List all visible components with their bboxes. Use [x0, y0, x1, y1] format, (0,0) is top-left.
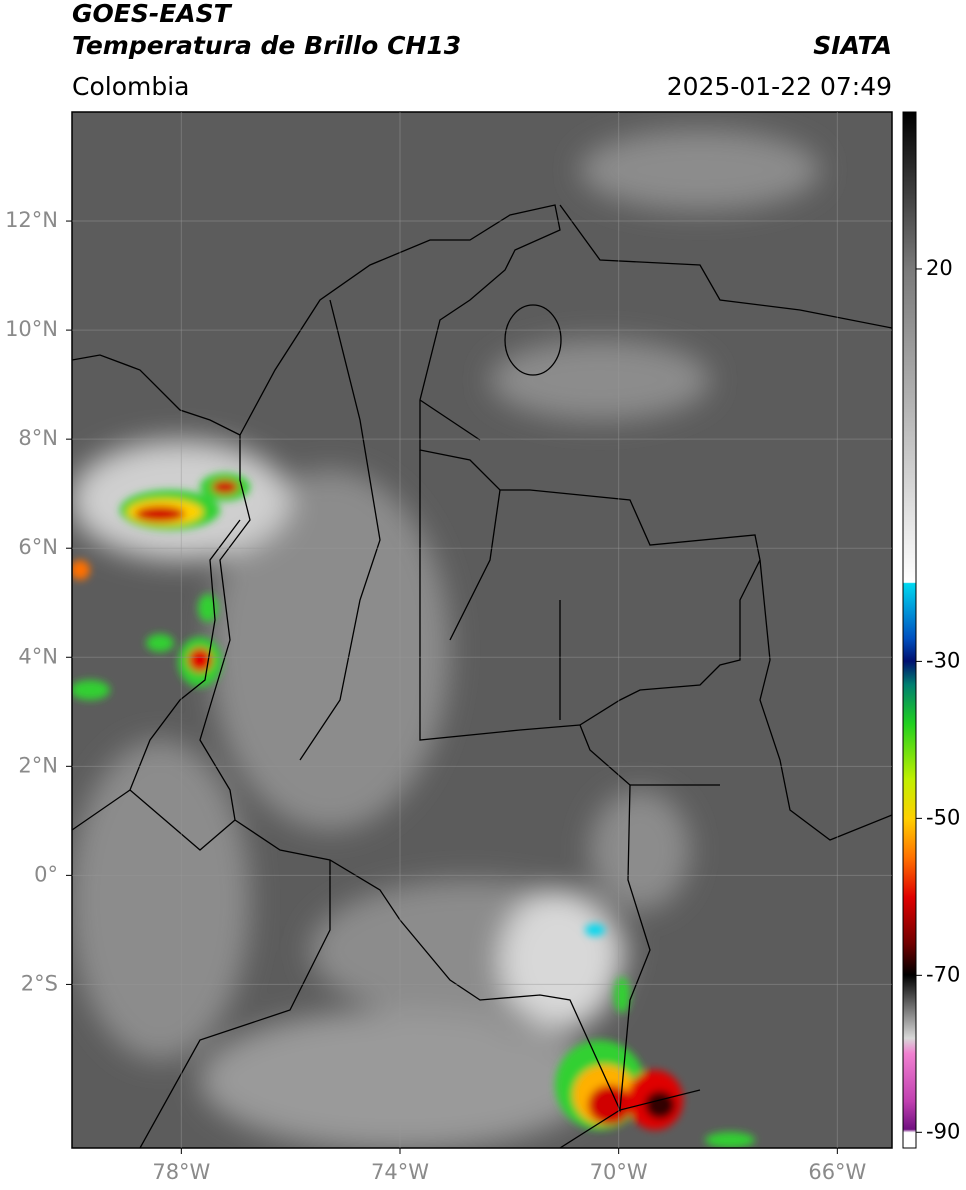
borders [72, 204, 892, 1148]
subtitle: Temperatura de Brillo CH13 [72, 31, 461, 60]
y-tick-label: 2°S [21, 971, 58, 995]
colorbar-tick-label: 20 [926, 256, 953, 280]
x-tick-label: 78°W [152, 1160, 210, 1184]
y-tick-label: 0° [34, 862, 58, 886]
satellite-image [72, 112, 892, 1148]
y-tick-label: 8°N [18, 426, 58, 450]
y-tick-label: 2°N [18, 753, 58, 777]
x-tick-label: 66°W [808, 1160, 866, 1184]
map-frame [71, 111, 893, 1149]
y-tick-label: 4°N [18, 644, 58, 668]
graticule: 78°W 74°W 70°W 66°W 12°N 10°N 8°N 6°N 4°N 2°N 0° 2°… [5, 112, 892, 1184]
x-tick-label: 74°W [371, 1160, 429, 1184]
colorbar-tick-label: -50 [926, 805, 960, 829]
colorbar-tick-label: -90 [926, 1119, 960, 1143]
y-tick-label: 12°N [5, 208, 58, 232]
y-tick-label: 10°N [5, 317, 58, 341]
title: GOES-EAST [72, 0, 233, 28]
region: Colombia [72, 72, 189, 101]
convective-cores [72, 473, 755, 1148]
colorbar-tick-label: -70 [926, 962, 960, 986]
datetime: 2025-01-22 07:49 [667, 72, 892, 101]
colorbar-ticks: 20 -30 -50 -70 -90 [916, 256, 960, 1143]
source: SIATA [813, 31, 892, 60]
x-tick-label: 70°W [590, 1160, 648, 1184]
colorbar [902, 111, 917, 1149]
y-tick-label: 6°N [18, 535, 58, 559]
colorbar-tick-label: -30 [926, 648, 960, 672]
